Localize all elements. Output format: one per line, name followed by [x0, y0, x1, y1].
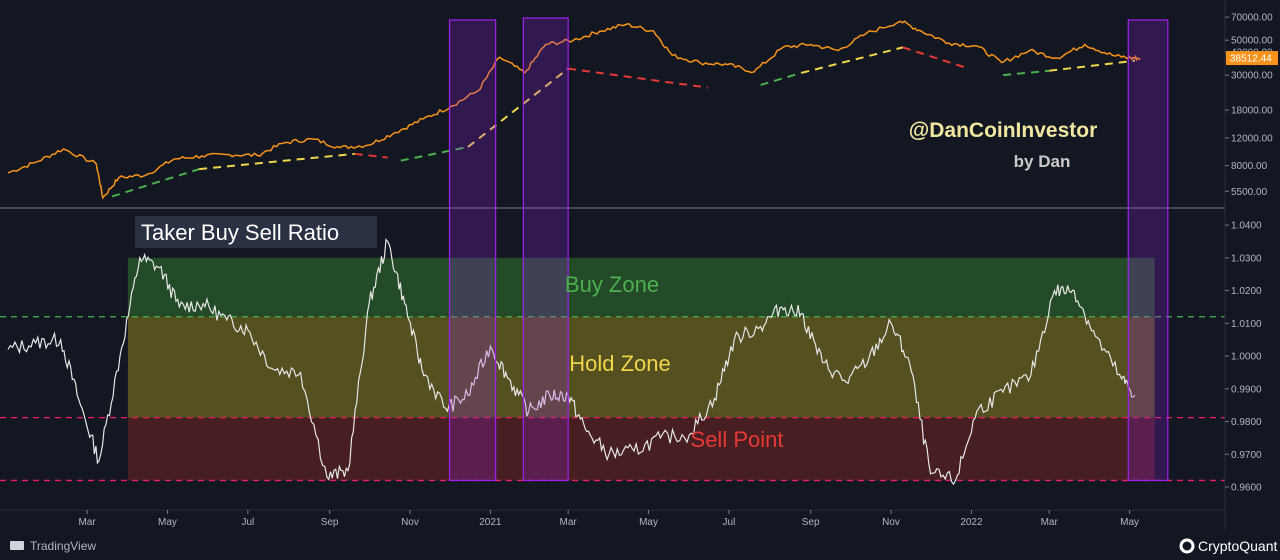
highlight-window	[522, 17, 569, 482]
tradingview-brand: TradingView	[30, 539, 96, 553]
taker-ratio-line	[7, 238, 1136, 486]
price-trendline-up	[400, 146, 469, 162]
sell-point-label: Sell Point	[691, 427, 784, 452]
highlight-window	[448, 19, 497, 482]
highlight-window	[1127, 19, 1169, 482]
time-tick-label: 2022	[960, 517, 983, 528]
price-trendline-neutral	[801, 46, 904, 74]
watermark-byline: by Dan	[1014, 152, 1071, 171]
price-trendline-down	[568, 67, 708, 89]
price-trendline-neutral	[467, 67, 569, 148]
time-tick-label: Nov	[882, 517, 900, 528]
price-tick-label: 70000.00	[1231, 13, 1273, 24]
price-tick-label: 5500.00	[1231, 187, 1268, 198]
price-tick-label: 18000.00	[1231, 106, 1273, 117]
price-tick-label: 8000.00	[1231, 161, 1268, 172]
time-tick-label: Jul	[241, 517, 254, 528]
ratio-tick-label: 1.0100	[1231, 319, 1262, 330]
last-price-label: 38512.44	[1230, 54, 1272, 65]
time-tick-label: Mar	[1041, 517, 1059, 528]
indicator-panel	[0, 238, 1225, 486]
tradingview-logo[interactable]: TradingView	[10, 539, 96, 553]
time-tick-label: May	[639, 517, 658, 528]
price-series-line	[7, 20, 1141, 200]
price-axis[interactable]: 70000.0050000.0042000.0030000.0018000.00…	[1225, 13, 1278, 198]
price-tick-label: 12000.00	[1231, 133, 1273, 144]
tradingview-icon	[10, 541, 24, 550]
ratio-tick-label: 1.0000	[1231, 352, 1262, 363]
time-tick-label: 2021	[479, 517, 502, 528]
hold-zone-band	[127, 316, 1155, 418]
watermark-handle: @DanCoinInvestor	[909, 119, 1098, 142]
price-trendline-neutral	[199, 152, 355, 171]
price-trendline-neutral	[1049, 59, 1135, 72]
buy-zone-band	[127, 257, 1155, 317]
cryptoquant-logo[interactable]: CryptoQuant	[1179, 538, 1277, 554]
time-tick-label: Sep	[802, 517, 820, 528]
indicator-title-box	[135, 216, 377, 248]
price-trendline-up	[111, 168, 200, 198]
time-tick-label: Mar	[560, 517, 578, 528]
cryptoquant-icon	[1179, 538, 1195, 554]
indicator-title: Taker Buy Sell Ratio	[141, 220, 339, 245]
price-tick-label: 30000.00	[1231, 71, 1273, 82]
time-axis[interactable]: Mar May Jul Sep Nov 2021 Mar May Jul Sep Nov 2022 Ma…	[78, 510, 1139, 528]
ratio-tick-label: 1.0400	[1231, 221, 1262, 232]
time-tick-label: May	[1120, 517, 1139, 528]
ratio-tick-label: 1.0200	[1231, 286, 1262, 297]
time-tick-label: Mar	[78, 517, 96, 528]
buy-zone-label: Buy Zone	[565, 272, 659, 297]
price-trendline-up	[760, 71, 802, 86]
price-trendline-down	[902, 46, 970, 70]
price-trendline-up	[1002, 69, 1050, 77]
cryptoquant-brand: CryptoQuant	[1198, 538, 1277, 554]
ratio-tick-label: 0.9700	[1231, 450, 1262, 461]
time-tick-label: Nov	[401, 517, 419, 528]
time-tick-label: May	[158, 517, 177, 528]
time-tick-label: Jul	[723, 517, 736, 528]
hold-zone-label: Hold Zone	[569, 351, 671, 376]
price-tick-label: 50000.00	[1231, 36, 1273, 47]
sell-zone-band	[127, 417, 1155, 481]
last-price-badge	[1226, 51, 1278, 66]
price-trendline-down	[354, 152, 388, 159]
ratio-tick-label: 1.0300	[1231, 253, 1262, 264]
price-panel	[7, 20, 1141, 200]
time-tick-label: Sep	[321, 517, 339, 528]
ratio-tick-label: 0.9900	[1231, 384, 1262, 395]
indicator-axis[interactable]: 1.0400 1.0300 1.0200 1.0100 1.0000 0.9900 0.98…	[1225, 221, 1262, 494]
ratio-tick-label: 0.9800	[1231, 417, 1262, 428]
ratio-tick-label: 0.9600	[1231, 482, 1262, 493]
